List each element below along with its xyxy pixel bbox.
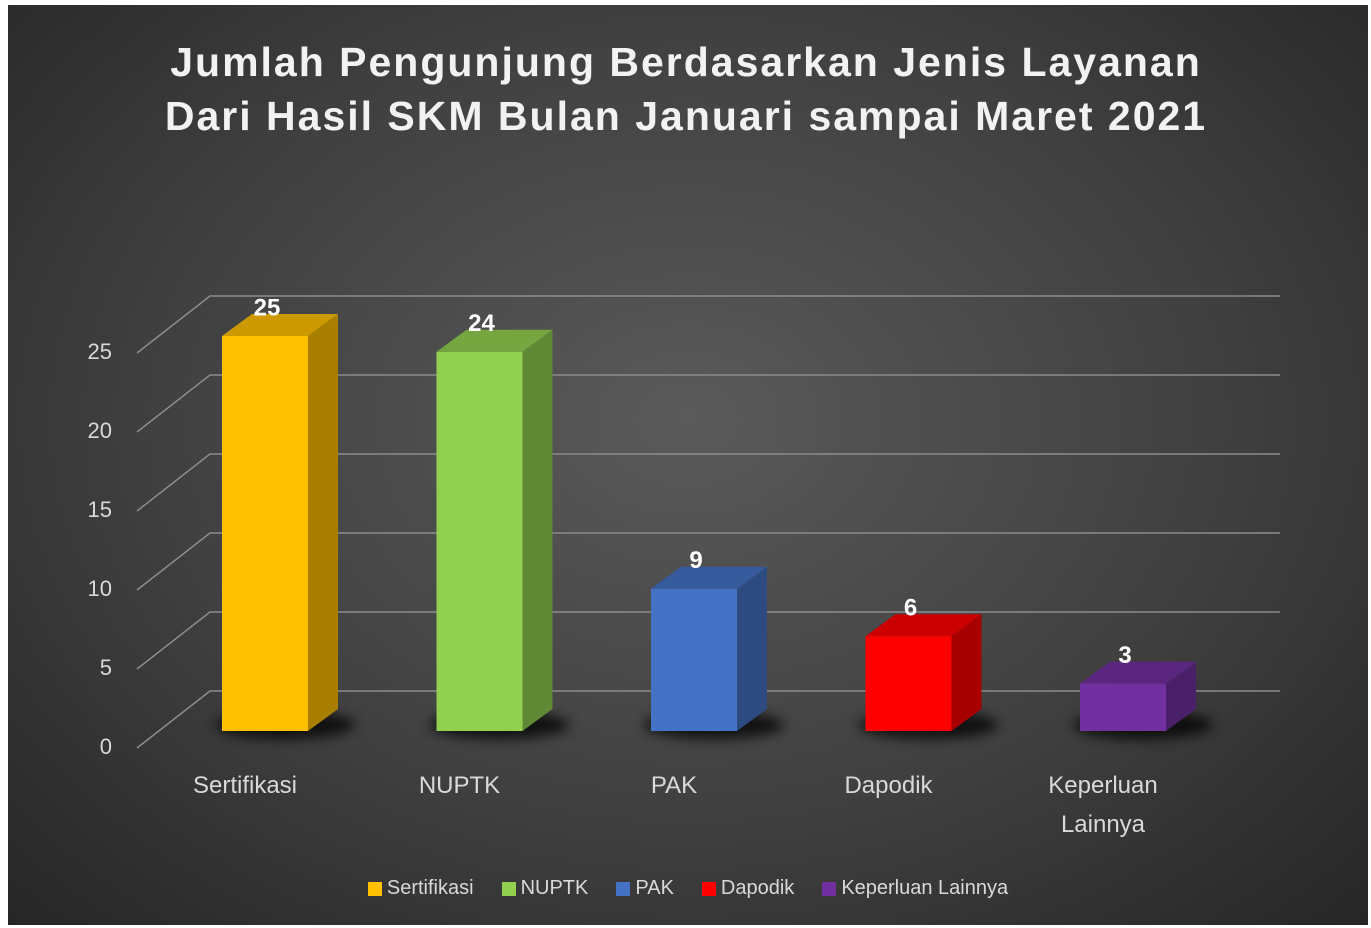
bar — [436, 329, 553, 731]
data-label: 24 — [468, 310, 495, 337]
bar — [865, 614, 982, 731]
y-tick-label: 0 — [100, 734, 112, 759]
grid-line — [136, 374, 1280, 433]
legend-label: Dapodik — [720, 877, 795, 899]
legend-label: Keperluan Lainnya — [841, 877, 1009, 899]
bar-top — [865, 614, 982, 637]
x-tick-label: PAK — [650, 772, 698, 799]
legend-item: Sertifikasi — [367, 877, 474, 900]
legend-swatch — [367, 881, 382, 896]
bar-side — [308, 314, 338, 731]
legend-item: PAK — [616, 877, 674, 900]
legend: Sertifikasi NUPTK PAK Dapodik Keperluan Lain… — [8, 877, 1368, 900]
bar-top — [651, 566, 767, 589]
grid-line — [136, 453, 1280, 512]
data-label: 25 — [254, 294, 281, 321]
grid-line — [136, 295, 1280, 354]
y-tick-label: 5 — [100, 655, 112, 680]
data-label: 9 — [689, 547, 702, 574]
bar-side — [951, 614, 982, 731]
legend-label: Sertifikasi — [386, 877, 474, 899]
chart: Jumlah Pengunjung Berdasarkan Jenis Laya… — [8, 5, 1368, 925]
legend-swatch — [616, 881, 631, 896]
x-tick-label: Dapodik — [844, 772, 933, 799]
bar-side — [737, 566, 767, 731]
bar — [1080, 661, 1196, 731]
legend-item: Keperluan Lainnya — [822, 877, 1008, 900]
grid-line — [136, 532, 1280, 591]
bar-side — [522, 329, 553, 731]
bar-front — [651, 588, 737, 731]
x-tick-label: Sertifikasi — [192, 772, 298, 799]
y-tick-label: 25 — [88, 339, 112, 364]
grid-line — [136, 611, 1280, 670]
legend-swatch — [701, 881, 716, 896]
x-tick-label: Keperluan Lainnya — [1048, 772, 1158, 838]
legend-item: NUPTK — [501, 877, 589, 900]
bar-front — [1080, 683, 1166, 731]
legend-label: PAK — [635, 877, 674, 899]
bar-front — [865, 636, 952, 731]
data-label: 3 — [1118, 642, 1131, 669]
legend-item: Dapodik — [701, 877, 795, 900]
legend-swatch — [822, 881, 837, 896]
bar-side — [1166, 661, 1196, 731]
y-tick-label: 15 — [88, 497, 112, 522]
bar — [222, 314, 338, 731]
bar-top — [222, 314, 338, 336]
x-tick-label: NUPTK — [418, 772, 501, 799]
data-label: 6 — [904, 595, 917, 622]
chart-title: Jumlah Pengunjung Berdasarkan Jenis Laya… — [164, 39, 1208, 139]
y-tick-label: 10 — [88, 576, 112, 601]
plot: 0 5 10 15 20 25 25 24 9 6 3 — [88, 294, 1280, 759]
bar-front — [436, 351, 523, 731]
bar-top — [436, 329, 553, 352]
legend-label: NUPTK — [520, 877, 589, 899]
bar-top — [1080, 661, 1196, 684]
bar — [651, 566, 767, 731]
y-tick-label: 20 — [88, 418, 112, 443]
bar-front — [222, 336, 308, 731]
legend-swatch — [501, 881, 516, 896]
